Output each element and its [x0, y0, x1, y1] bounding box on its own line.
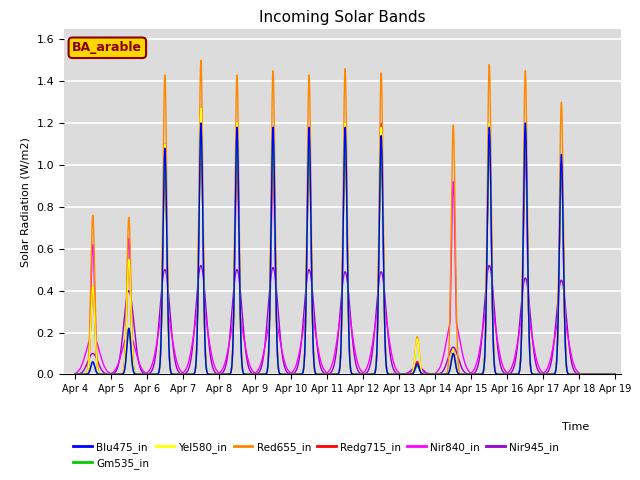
Title: Incoming Solar Bands: Incoming Solar Bands	[259, 10, 426, 25]
Y-axis label: Solar Radiation (W/m2): Solar Radiation (W/m2)	[21, 137, 31, 266]
Legend: Blu475_in, Gm535_in, Yel580_in, Red655_in, Redg715_in, Nir840_in, Nir945_in: Blu475_in, Gm535_in, Yel580_in, Red655_i…	[69, 437, 563, 473]
Text: BA_arable: BA_arable	[72, 41, 142, 54]
Text: Time: Time	[563, 421, 589, 432]
